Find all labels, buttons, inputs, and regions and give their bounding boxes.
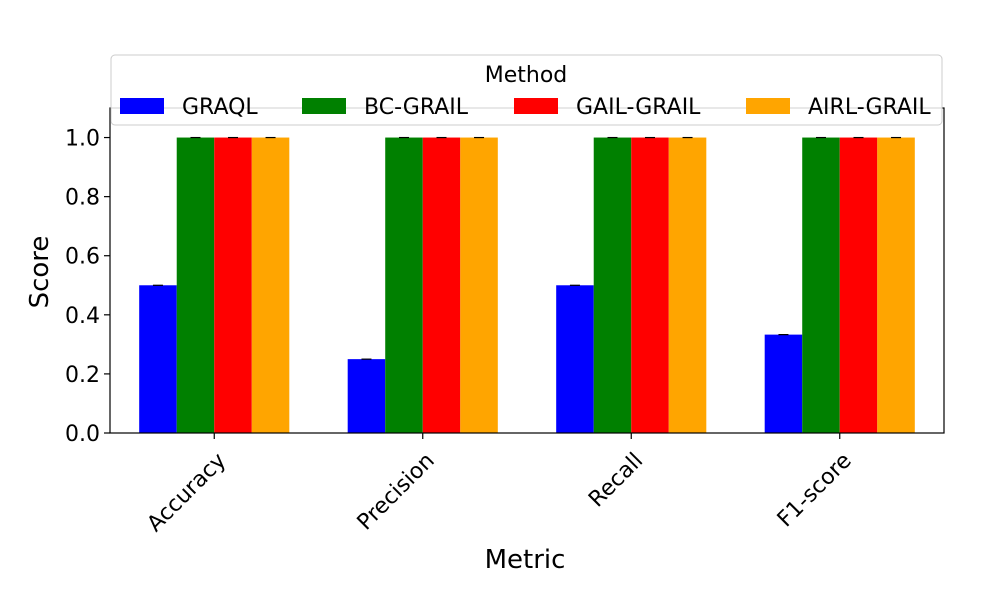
y-tick-label: 0.0: [65, 422, 100, 447]
legend-swatch-bc-grail: [302, 98, 346, 114]
bar-graql-recall: [556, 285, 594, 433]
bar-airl-grail-accuracy: [251, 137, 290, 433]
bar-gail-grail-precision: [422, 137, 461, 433]
legend-swatch-gail-grail: [514, 98, 558, 114]
y-tick-label: 1.0: [65, 127, 100, 152]
legend-title: Method: [485, 63, 568, 88]
bar-gail-grail-recall: [631, 137, 669, 433]
x-tick-label: Recall: [584, 448, 648, 512]
bar-bc-grail-accuracy: [176, 137, 215, 433]
y-tick-label: 0.6: [65, 245, 100, 270]
bar-airl-grail-recall: [668, 137, 707, 433]
bar-gail-grail-f1-score: [839, 137, 878, 433]
y-tick-label: 0.8: [65, 186, 100, 211]
y-tick-label: 0.4: [65, 304, 100, 329]
bar-gail-grail-accuracy: [214, 137, 252, 433]
x-tick-label: Precision: [353, 448, 440, 535]
legend-swatch-airl-grail: [746, 98, 790, 114]
bar-graql-f1-score: [764, 334, 803, 433]
x-tick-label: Accuracy: [143, 448, 232, 537]
legend-swatch-graql: [120, 98, 164, 114]
legend-label-graql: GRAQL: [182, 95, 258, 120]
legend-label-airl-grail: AIRL-GRAIL: [808, 95, 931, 120]
bar-graql-precision: [347, 359, 386, 433]
legend-label-gail-grail: GAIL-GRAIL: [576, 95, 701, 120]
error-bars-group: [152, 136, 902, 360]
bar-bc-grail-precision: [385, 137, 423, 433]
bar-bc-grail-recall: [593, 137, 632, 433]
y-axis-label: Score: [25, 236, 55, 309]
y-tick-label: 0.2: [65, 363, 100, 388]
bar-graql-accuracy: [139, 285, 177, 433]
bar-airl-grail-f1-score: [877, 137, 915, 433]
legend-label-bc-grail: BC-GRAIL: [364, 95, 469, 120]
x-axis-label: Metric: [485, 545, 566, 575]
legend[interactable]: Method GRAQL BC-GRAIL GAIL-GRAIL AIRL-GRAIL: [110, 54, 943, 126]
bar-bc-grail-f1-score: [802, 137, 840, 433]
bar-airl-grail-precision: [460, 137, 498, 433]
x-tick-label: F1-score: [773, 448, 857, 532]
x-axis: Accuracy Precision Recall F1-score: [143, 433, 857, 537]
bars-group: [139, 137, 915, 433]
legend-items: GRAQL BC-GRAIL GAIL-GRAIL AIRL-GRAIL: [120, 95, 931, 120]
y-axis: 0.0 0.2 0.4 0.6 0.8 1.0: [65, 127, 110, 447]
